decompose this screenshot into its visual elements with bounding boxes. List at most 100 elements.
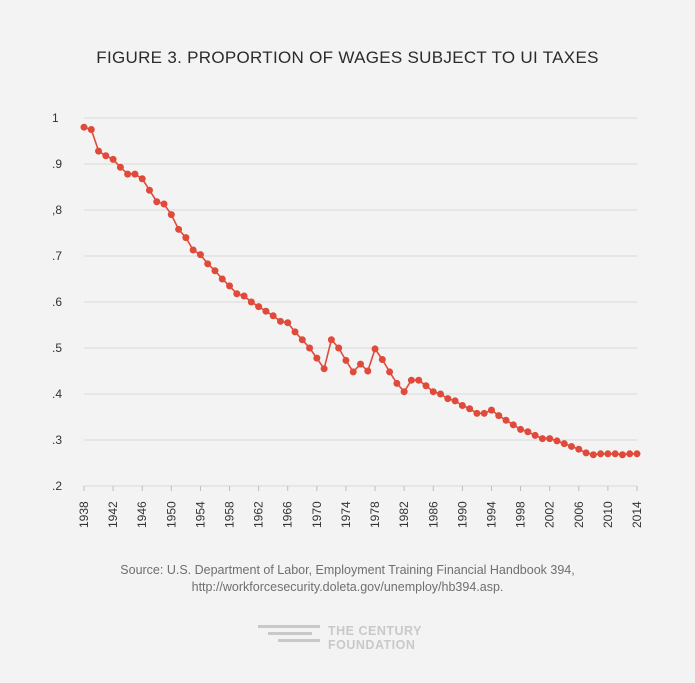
data-point-1997: [509, 421, 517, 429]
data-point-1947: [145, 186, 153, 194]
x-tick-label: 2002: [543, 501, 557, 528]
x-tick-label: 1978: [368, 501, 382, 528]
data-point-1958: [226, 282, 234, 290]
y-tick-label: .5: [52, 341, 62, 355]
data-point-1993: [480, 409, 488, 417]
logo-text-line-2: FOUNDATION: [328, 638, 416, 652]
data-point-1989: [451, 397, 459, 405]
data-point-1952: [182, 234, 190, 242]
x-tick-label: 1958: [223, 501, 237, 528]
data-point-1943: [116, 163, 124, 171]
data-point-1942: [109, 155, 117, 163]
x-tick-label: 2010: [601, 501, 615, 528]
y-tick-label: .4: [52, 387, 62, 401]
data-point-1996: [502, 416, 510, 424]
x-tick-label: 2014: [630, 501, 644, 528]
x-tick-label: 1946: [135, 501, 149, 528]
data-point-1985: [422, 382, 430, 390]
y-tick-label: .6: [52, 295, 62, 309]
data-point-1998: [517, 425, 525, 433]
grid-lines: [84, 117, 637, 487]
y-axis: 1 .9 ,8 .7 .6 .5 .4 .3 .2: [52, 111, 62, 493]
data-point-2000: [531, 431, 539, 439]
x-tick-label: 1990: [455, 501, 469, 528]
data-point-1951: [175, 225, 183, 233]
x-tick-label: 1994: [484, 501, 498, 528]
x-tick-label: 2006: [572, 501, 586, 528]
data-point-1940: [95, 147, 103, 155]
century-foundation-logo: THE CENTURY FOUNDATION: [258, 623, 438, 655]
data-point-1964: [269, 312, 277, 320]
data-point-1962: [255, 303, 263, 311]
series-line: [83, 126, 637, 456]
data-point-2006: [575, 445, 583, 453]
data-point-1994: [487, 406, 495, 414]
data-point-1946: [138, 175, 146, 183]
data-point-2002: [546, 435, 554, 443]
data-point-2003: [553, 437, 561, 445]
line-chart: 1938 1942 1946 1950 1954 1958 1962 1966 1970 1974…: [52, 111, 644, 528]
chart-title: FIGURE 3. PROPORTION OF WAGES SUBJECT TO…: [96, 48, 599, 67]
y-tick-label: .3: [52, 433, 62, 447]
data-point-1992: [473, 409, 481, 417]
data-point-2014: [633, 450, 641, 458]
y-tick-label: .2: [52, 479, 62, 493]
source-note-line-1: Source: U.S. Department of Labor, Employ…: [120, 563, 575, 577]
data-point-1995: [495, 412, 503, 420]
series-layer: [80, 123, 641, 459]
data-point-1948: [153, 198, 161, 206]
data-point-1983: [407, 376, 415, 384]
x-tick-label: 1938: [77, 501, 91, 528]
logo-text-line-1: THE CENTURY: [328, 624, 422, 638]
data-point-1966: [284, 319, 292, 327]
x-tick-label: 1974: [339, 501, 353, 528]
data-point-1938: [80, 123, 88, 131]
data-point-1961: [247, 298, 255, 306]
data-point-2013: [626, 450, 634, 458]
data-point-2011: [611, 450, 619, 458]
data-point-2009: [597, 450, 605, 458]
y-tick-label: .7: [52, 249, 62, 263]
data-point-1939: [87, 126, 95, 133]
y-tick-label: .9: [52, 157, 62, 171]
data-point-2001: [538, 435, 546, 443]
data-point-1954: [196, 251, 204, 259]
data-point-2004: [560, 440, 568, 448]
data-point-1987: [437, 390, 445, 398]
y-tick-label: 1: [52, 111, 59, 125]
data-point-1945: [131, 170, 139, 178]
data-point-1956: [211, 267, 219, 275]
data-point-1963: [262, 307, 270, 315]
x-tick-label: 1998: [514, 501, 528, 528]
data-point-1960: [240, 292, 248, 300]
data-point-1984: [415, 376, 423, 384]
data-point-1977: [364, 367, 372, 375]
data-point-1976: [357, 360, 364, 368]
data-point-1950: [167, 211, 175, 219]
data-point-1969: [306, 344, 314, 352]
data-point-1949: [160, 200, 168, 208]
data-point-1975: [349, 368, 357, 376]
data-point-1974: [342, 356, 350, 364]
data-point-1953: [189, 246, 197, 254]
y-tick-label: ,8: [52, 203, 62, 217]
data-point-1978: [371, 345, 379, 353]
data-point-2012: [618, 451, 626, 459]
data-point-1991: [466, 405, 474, 413]
data-point-1999: [524, 428, 532, 436]
x-tick-label: 1982: [397, 501, 411, 528]
data-point-2007: [582, 449, 590, 457]
x-tick-label: 1986: [426, 501, 440, 528]
data-point-1972: [327, 336, 335, 344]
data-point-1944: [124, 170, 132, 178]
data-point-1971: [320, 365, 328, 373]
data-point-1973: [335, 344, 343, 352]
data-point-1980: [386, 368, 394, 376]
data-point-1982: [400, 388, 408, 396]
data-point-1941: [102, 152, 110, 160]
data-point-1957: [218, 275, 226, 283]
data-point-1967: [291, 328, 299, 336]
data-point-2010: [604, 450, 612, 458]
data-point-1986: [429, 388, 437, 396]
data-point-2008: [589, 451, 597, 459]
